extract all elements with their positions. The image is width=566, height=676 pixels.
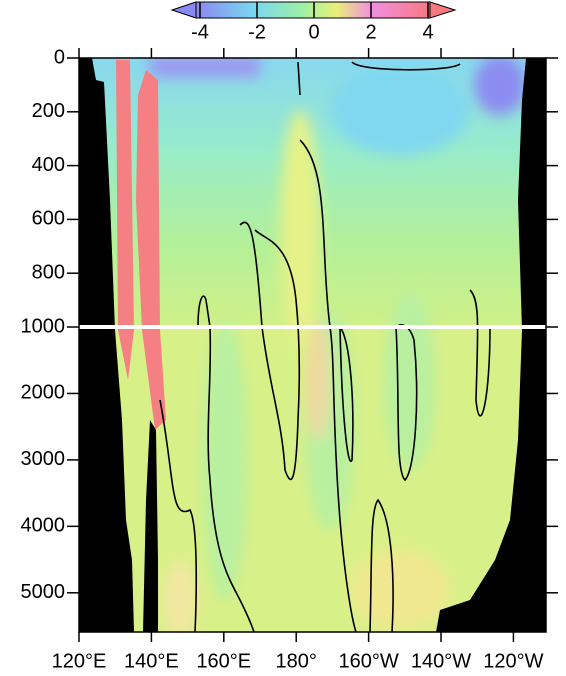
- axes: 120°E 140°E 160°E 180° 160°W 140°W 120°W 0 200 40…: [21, 46, 558, 672]
- x-tick-label: 160°W: [338, 650, 398, 672]
- x-tick-label: 180°: [276, 650, 317, 672]
- land-west: [79, 58, 134, 632]
- contour: [197, 295, 255, 632]
- colorbar-arrow-low: [170, 1, 197, 19]
- contour: [395, 324, 418, 482]
- y-tick-label: 5000: [21, 581, 66, 603]
- warm-band: [136, 70, 166, 430]
- plot-frame: [78, 57, 547, 633]
- colorbar-tick-label: -4: [191, 21, 209, 43]
- colorbar-tick-label: 2: [365, 21, 376, 43]
- patch: [330, 65, 470, 155]
- colorbar-arrow-high: [429, 1, 457, 19]
- contour: [369, 498, 394, 632]
- y-tick-label: 400: [32, 154, 65, 176]
- y-tick-label: 1000: [21, 315, 66, 337]
- patch: [150, 58, 260, 77]
- x-tick-label: 140°W: [411, 650, 471, 672]
- patch: [162, 560, 198, 632]
- patch: [306, 320, 330, 440]
- contour: [351, 61, 461, 71]
- colorbar-tick-label: 0: [308, 21, 319, 43]
- contour: [297, 61, 357, 632]
- y-tick-label: 0: [54, 46, 65, 68]
- land-ridge: [143, 420, 158, 632]
- colorbar-tick-label: 4: [422, 21, 433, 43]
- x-tick-label: 160°E: [196, 650, 251, 672]
- y-tick-label: 4000: [21, 515, 66, 537]
- x-tick-label: 120°E: [52, 650, 107, 672]
- patch: [203, 320, 247, 600]
- colorbar-tick-label: -2: [248, 21, 266, 43]
- contour: [159, 399, 198, 632]
- y-tick-label: 2000: [21, 382, 66, 404]
- field: [79, 58, 546, 632]
- contour: [239, 221, 301, 481]
- contour: [469, 289, 491, 417]
- y-tick-label: 3000: [21, 448, 66, 470]
- field-patches: [150, 58, 526, 632]
- patch: [474, 58, 526, 115]
- patch: [280, 110, 320, 350]
- patch: [385, 290, 435, 470]
- x-tick-label: 120°W: [483, 650, 543, 672]
- y-tick-label: 800: [32, 261, 65, 283]
- colorbar-ticks: -4 -2 0 2 4: [191, 2, 434, 43]
- warm-band: [116, 60, 134, 380]
- colorbar: [195, 1, 431, 19]
- y-tick-label: 200: [32, 100, 65, 122]
- contour: [339, 326, 354, 463]
- x-tick-label: 140°E: [124, 650, 179, 672]
- land-east: [436, 58, 546, 632]
- patch: [350, 550, 450, 630]
- y-tick-label: 600: [32, 208, 65, 230]
